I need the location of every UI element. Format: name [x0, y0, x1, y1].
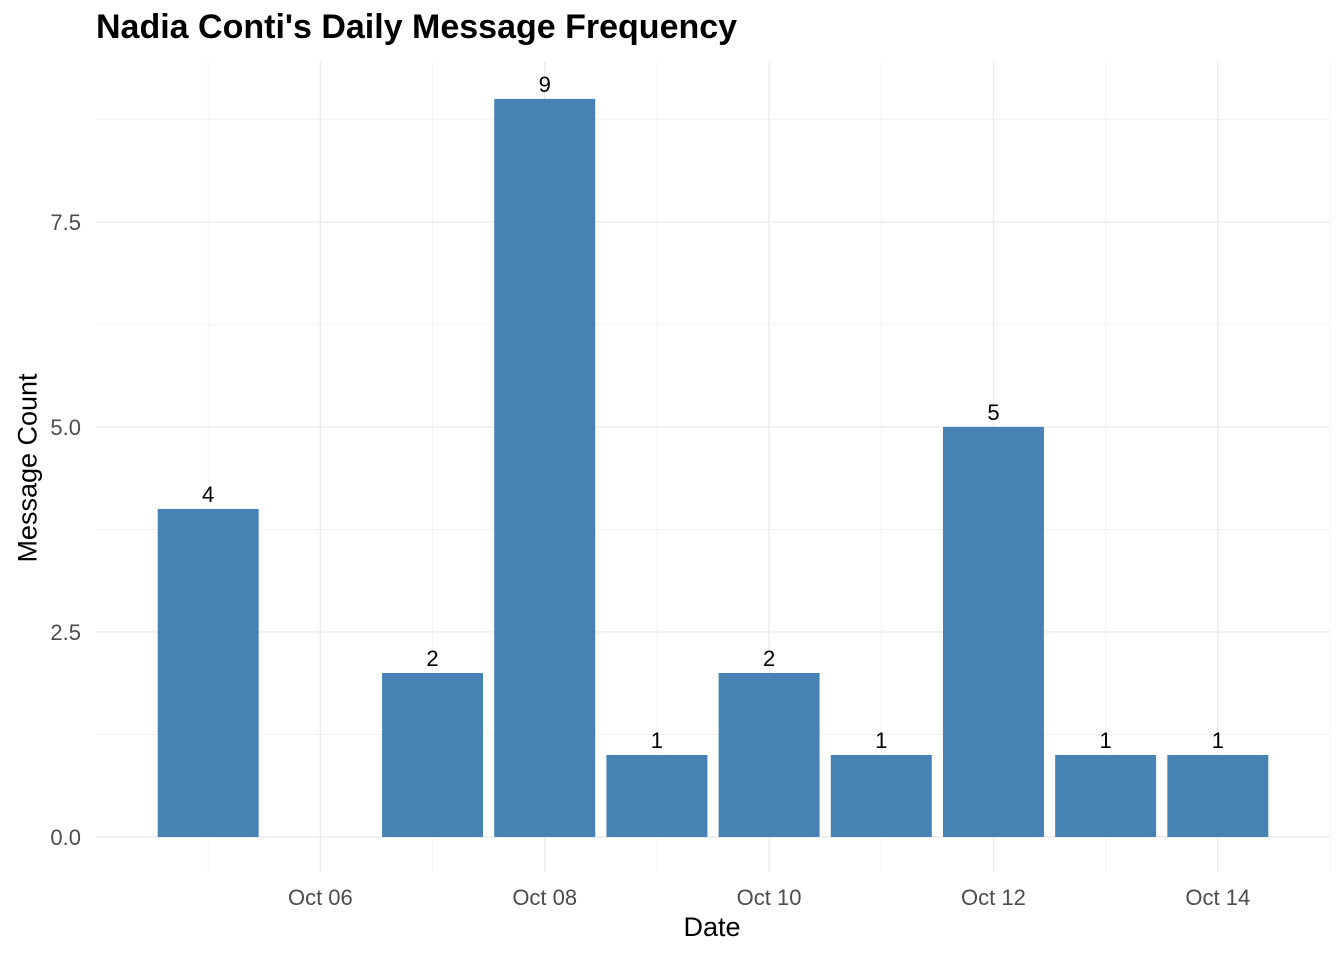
y-tick-label: 2.5: [50, 620, 81, 645]
bar: [942, 426, 1044, 837]
x-tick-label: Oct 08: [512, 885, 577, 910]
chart-title: Nadia Conti's Daily Message Frequency: [96, 8, 738, 46]
bar-value-label: 1: [651, 728, 663, 753]
bar-value-label: 1: [875, 728, 887, 753]
data-labels: 4 2 9 1 2 1 5 1 1: [202, 72, 1224, 753]
y-axis-tick-labels: 0.0 2.5 5.0 7.5: [50, 210, 81, 850]
y-tick-label: 5.0: [50, 415, 81, 440]
bar: [606, 754, 708, 837]
y-axis-label: Message Count: [12, 373, 43, 563]
grid-lines: [96, 62, 1331, 872]
bar-value-label: 2: [426, 646, 438, 671]
x-axis-label: Date: [683, 912, 741, 942]
x-axis-tick-labels: Oct 06 Oct 08 Oct 10 Oct 12 Oct 14: [288, 885, 1250, 910]
bar-value-label: 2: [763, 646, 775, 671]
bar-value-label: 1: [1100, 728, 1112, 753]
y-tick-label: 7.5: [50, 210, 81, 235]
bar: [1167, 754, 1269, 837]
x-tick-label: Oct 10: [737, 885, 802, 910]
x-tick-label: Oct 14: [1185, 885, 1250, 910]
x-tick-label: Oct 12: [961, 885, 1026, 910]
bar-value-label: 1: [1212, 728, 1224, 753]
bar: [830, 754, 932, 837]
bar: [494, 98, 596, 837]
x-tick-label: Oct 06: [288, 885, 353, 910]
bar: [382, 672, 484, 837]
bars: [157, 98, 1269, 837]
bar: [1055, 754, 1157, 837]
bar-value-label: 4: [202, 482, 214, 507]
bar-value-label: 9: [539, 72, 551, 97]
bar: [157, 508, 259, 837]
y-tick-label: 0.0: [50, 825, 81, 850]
bar: [718, 672, 820, 837]
bar-value-label: 5: [987, 400, 999, 425]
